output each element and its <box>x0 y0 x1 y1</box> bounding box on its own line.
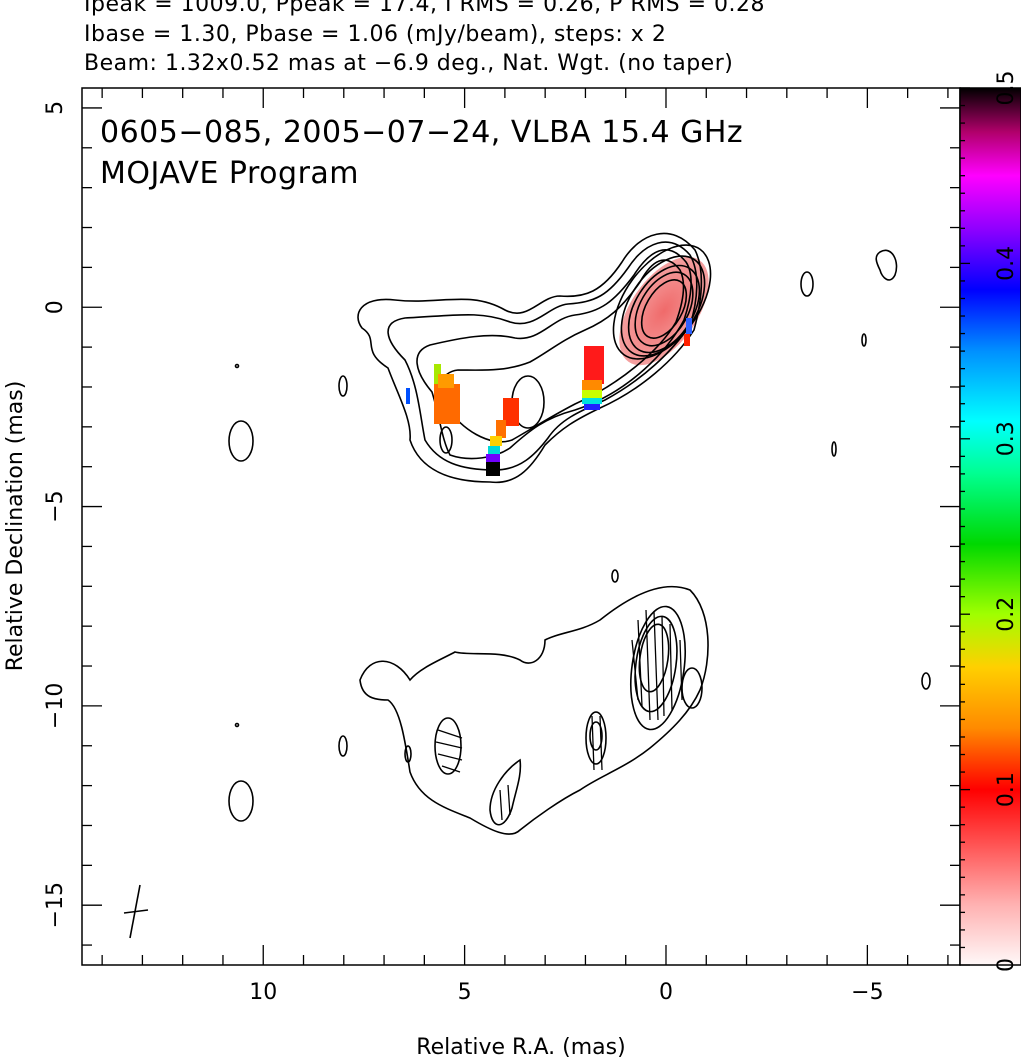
chart-subtitle: MOJAVE Program <box>100 156 359 191</box>
header-line-2: Ibase = 1.30, Pbase = 1.06 (mJy/beam), s… <box>84 22 667 47</box>
jet-contour-2 <box>387 241 698 471</box>
noise-contour <box>338 375 348 397</box>
y-tick-label: 0 <box>43 300 68 314</box>
x-tick-label: 0 <box>659 980 673 1005</box>
lower-contour <box>681 667 703 709</box>
pol-patch <box>434 384 460 424</box>
noise-contour <box>234 363 240 369</box>
tick-labels: 10 5 0 −5 5 0 −5 −10 −15 <box>43 101 884 1005</box>
jet-contour-outer <box>357 232 703 484</box>
colorbar <box>959 87 1021 966</box>
y-tick-label: −15 <box>43 882 68 928</box>
core-contour-2 <box>634 271 694 347</box>
pol-patch <box>686 318 692 334</box>
colorbar-tick-label: 0.5 <box>994 71 1019 106</box>
axis-ticks <box>82 88 960 965</box>
y-tick-label: −5 <box>43 490 68 522</box>
pol-patch <box>434 364 441 390</box>
beam-marker <box>123 884 149 939</box>
lower-contour-outer <box>359 585 709 835</box>
noise-contour <box>228 420 254 462</box>
x-tick-label: 10 <box>249 980 277 1005</box>
noise-contour <box>338 735 348 757</box>
x-tick-label: −5 <box>851 980 883 1005</box>
lower-knot <box>489 758 522 826</box>
y-axis-label: Relative Declination (mas) <box>3 381 28 672</box>
colorbar-tick-label: 0.4 <box>994 246 1019 281</box>
upper-map <box>228 232 898 484</box>
pol-patch <box>582 390 602 398</box>
jet-contour-3 <box>416 249 692 460</box>
pol-patch <box>490 436 502 446</box>
lower-contour-2 <box>630 605 686 731</box>
pol-patch <box>582 398 602 404</box>
colorbar-tick-label: 0 <box>994 958 1019 972</box>
pol-patch <box>486 454 500 462</box>
noise-contour <box>611 569 619 583</box>
core-contour-1 <box>640 279 688 339</box>
pol-patch <box>503 398 519 426</box>
core-polarization-patch <box>619 256 709 366</box>
noise-contour <box>404 745 412 763</box>
noise-contour <box>831 441 837 457</box>
pol-patch <box>684 334 690 346</box>
noise-contour <box>800 271 814 297</box>
pol-patch <box>584 346 604 384</box>
noise-contour <box>861 333 867 347</box>
lower-knot-inner <box>589 721 603 751</box>
pol-patch <box>488 446 500 454</box>
noise-contour <box>921 672 931 690</box>
pol-patch <box>584 404 600 410</box>
pol-patch <box>438 374 454 388</box>
pol-patch <box>582 380 602 390</box>
evpa-sticks <box>435 609 683 821</box>
lower-map <box>228 569 931 835</box>
lower-knot <box>434 717 462 775</box>
colorbar-tick-label: 0.2 <box>994 597 1019 632</box>
x-tick-label: 5 <box>458 980 472 1005</box>
y-tick-label: −10 <box>43 683 68 729</box>
colorbar-ticks: 0 0.1 0.2 0.3 0.4 0.5 <box>960 71 1019 972</box>
pol-patch <box>496 420 506 438</box>
pol-patch <box>406 388 410 404</box>
chart-title: 0605−085, 2005−07−24, VLBA 15.4 GHz <box>100 115 743 150</box>
header-line-1: Ipeak = 1009.0, Ppeak = 17.4, I RMS = 0.… <box>84 0 765 17</box>
noise-contour <box>228 780 254 822</box>
noise-contour <box>875 249 898 281</box>
colorbar-tick-label: 0.3 <box>994 421 1019 456</box>
pol-patch <box>486 462 500 476</box>
colorbar-tick-label: 0.1 <box>994 772 1019 807</box>
small-knot-contour <box>439 426 453 454</box>
header-line-3: Beam: 1.32x0.52 mas at −6.9 deg., Nat. W… <box>84 51 734 76</box>
lower-knot <box>585 711 607 765</box>
noise-contour <box>234 722 240 728</box>
y-tick-label: 5 <box>43 101 68 115</box>
plot-frame <box>81 87 961 966</box>
x-axis-label: Relative R.A. (mas) <box>416 1035 625 1060</box>
